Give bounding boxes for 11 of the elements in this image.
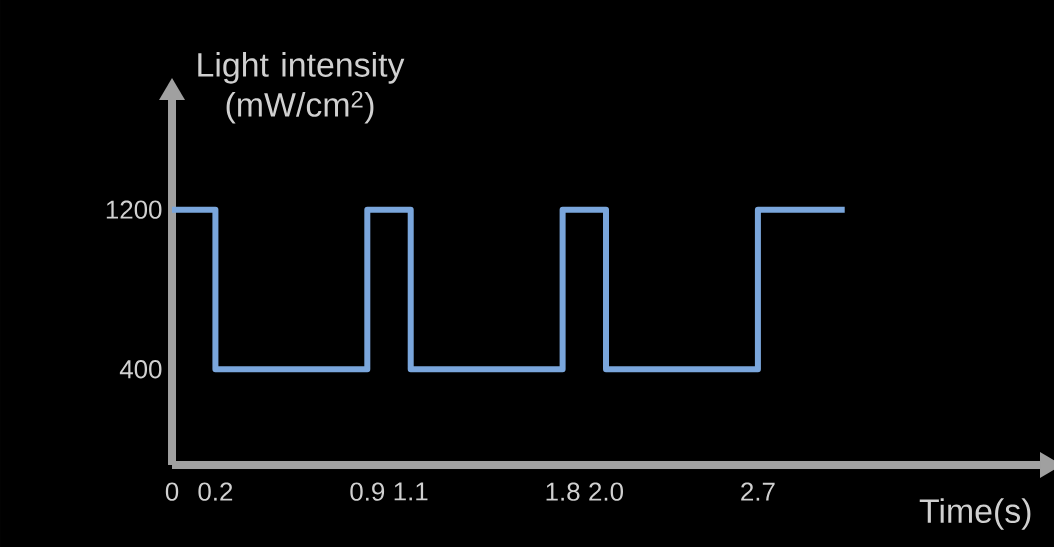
y-tick-label: 400 (119, 360, 162, 379)
x-tick-label: 0 (165, 482, 179, 501)
x-tick-label: 0.9 (350, 482, 385, 501)
y-axis-title: Light intensity (mW/cm$^{2}$) (198, 52, 405, 124)
x-tick-label: 1.8 (546, 482, 580, 501)
x-tick-label: 2.7 (741, 482, 775, 501)
x-tick-label: 2.0 (589, 482, 623, 501)
x-tick-label: 1.1 (394, 482, 428, 501)
x-tick-label: 0.2 (198, 482, 233, 501)
x-axis-title: Time(s) (919, 498, 1031, 530)
y-tick-label: 1200 (106, 200, 162, 219)
